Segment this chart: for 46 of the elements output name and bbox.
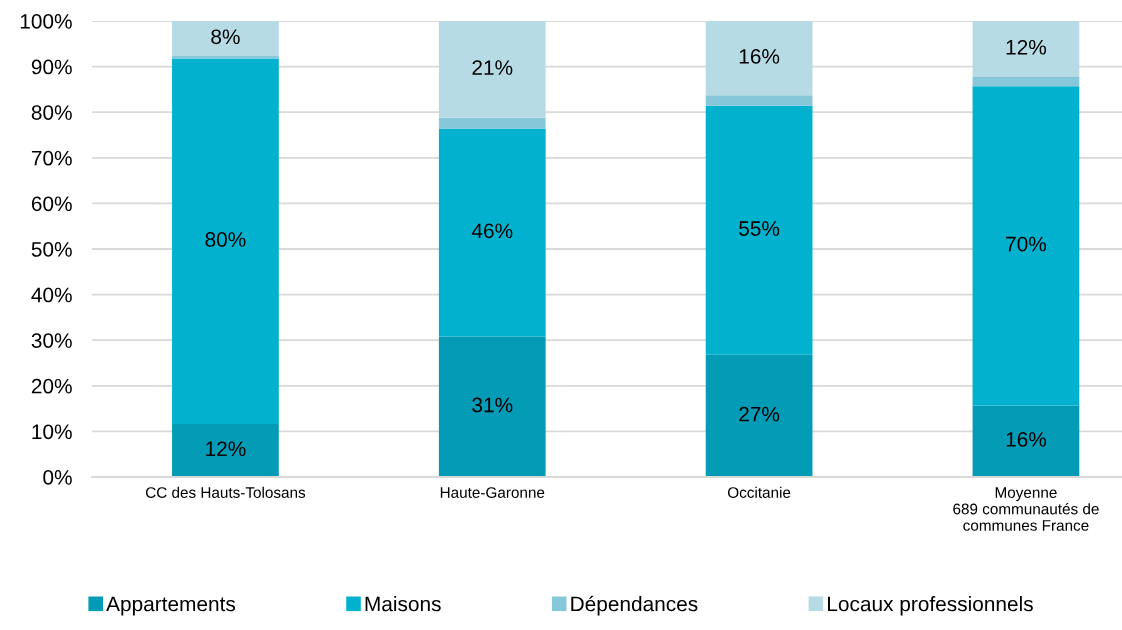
bar <box>705 95 813 106</box>
y-tick-label: 100% <box>20 14 72 29</box>
legend-label: Locaux professionnels <box>828 596 1033 616</box>
legend-label: Maisons <box>365 596 441 612</box>
data-label: 55% <box>739 221 780 236</box>
bar <box>172 58 279 425</box>
bar <box>438 21 546 118</box>
data-label: 27% <box>739 406 780 422</box>
bar <box>438 128 546 337</box>
y-tick-label: 50% <box>31 242 72 257</box>
bar <box>438 117 546 129</box>
y-tick-label: 70% <box>31 150 72 166</box>
y-tick-label: 90% <box>31 59 72 75</box>
y-tick-label: 0% <box>43 470 72 485</box>
x-tick-label: Moyenne 689 communautés de communes France <box>953 487 1099 531</box>
y-tick-label: 20% <box>31 378 72 394</box>
bar <box>705 354 813 477</box>
x-tick-label: Occitanie <box>727 486 791 498</box>
data-label: 46% <box>471 223 513 239</box>
data-label: 21% <box>472 60 513 75</box>
data-label: 12% <box>1006 39 1047 55</box>
y-tick-label: 10% <box>32 424 72 440</box>
x-tick-label: Haute-Garonne <box>440 487 545 498</box>
y-tick-label: 80% <box>31 105 72 120</box>
y-tick-label: 40% <box>31 287 72 303</box>
data-label: 16% <box>739 49 780 64</box>
bar <box>972 21 1080 78</box>
bar <box>705 21 813 96</box>
bar <box>172 424 279 477</box>
x-tick-label: CC des Hauts-Tolosans <box>145 486 306 498</box>
y-tick-label: 30% <box>31 333 72 348</box>
legend-label: Appartements <box>106 596 236 616</box>
y-tick-label: 60% <box>31 196 72 212</box>
data-label: 8% <box>211 29 240 45</box>
data-label: 12% <box>206 441 246 457</box>
bar <box>438 336 546 477</box>
data-label: 70% <box>1006 236 1047 252</box>
bar <box>705 105 813 355</box>
bar <box>972 405 1080 477</box>
legend-label: Dépendances <box>571 595 698 616</box>
bar <box>972 86 1080 406</box>
bar <box>972 77 1080 87</box>
data-label: 16% <box>1006 432 1047 447</box>
bar <box>172 21 279 57</box>
data-label: 31% <box>472 397 513 413</box>
data-label: 80% <box>205 232 246 247</box>
